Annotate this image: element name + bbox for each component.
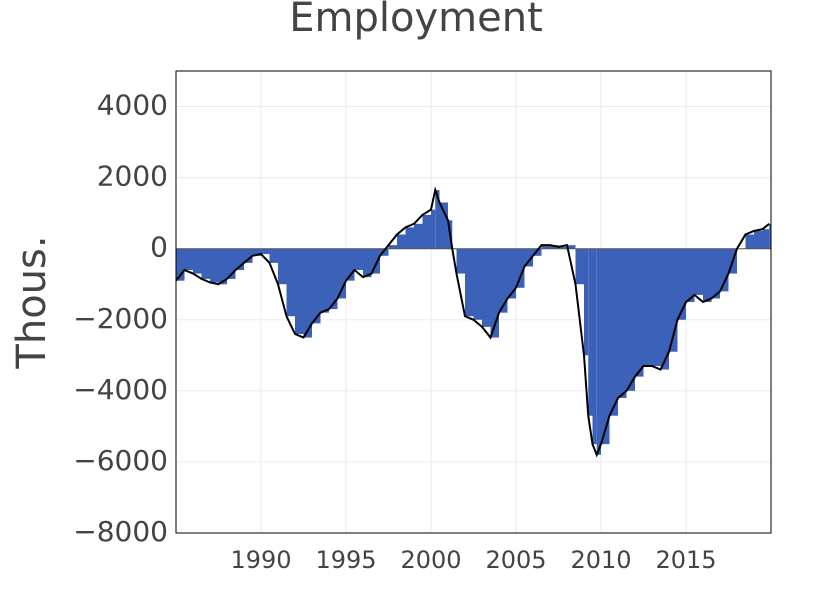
bar: [337, 248, 346, 299]
bar: [754, 230, 763, 249]
y-tick-label: −2000: [73, 302, 168, 335]
bar: [524, 248, 533, 267]
y-tick-label: 4000: [97, 89, 168, 122]
bar: [669, 248, 678, 352]
bar: [499, 248, 508, 313]
y-tick-label: 2000: [97, 160, 168, 193]
bar: [269, 248, 278, 263]
plot-frame: [175, 70, 772, 534]
bar: [363, 248, 372, 278]
y-tick-label: −6000: [73, 444, 168, 477]
bar: [261, 248, 270, 255]
bar: [456, 248, 465, 274]
chart-title: Employment: [289, 0, 543, 41]
bar: [588, 248, 593, 416]
bar: [303, 248, 312, 338]
bar: [371, 248, 380, 274]
bar: [405, 227, 414, 249]
y-tick-label: 0: [150, 231, 168, 264]
bar: [380, 248, 389, 256]
bar: [762, 229, 770, 249]
x-tick-label: 2010: [570, 546, 631, 574]
bar: [227, 248, 236, 279]
bar: [252, 248, 261, 256]
bar: [533, 248, 542, 256]
bar: [703, 248, 712, 302]
bar: [210, 248, 219, 283]
bar: [465, 248, 474, 317]
bar: [184, 248, 193, 271]
bar: [660, 248, 669, 370]
bar: [346, 248, 355, 281]
bar: [482, 248, 491, 327]
bar: [176, 248, 185, 281]
bar: [516, 248, 525, 288]
bar: [694, 248, 703, 295]
bar: [541, 245, 550, 249]
bar: [414, 223, 423, 249]
bar: [435, 190, 440, 249]
bar: [720, 248, 729, 292]
x-tick-label: 1995: [315, 546, 376, 574]
bar: [320, 248, 329, 313]
bar: [201, 248, 210, 279]
y-tick-label: −4000: [73, 373, 168, 406]
bar: [618, 248, 627, 398]
bar: [286, 248, 295, 317]
bar: [592, 248, 597, 445]
bar: [354, 248, 363, 271]
bar: [439, 202, 448, 249]
bar: [745, 234, 754, 249]
bar: [711, 248, 720, 299]
bar: [558, 246, 567, 249]
bar: [397, 234, 406, 249]
bar: [193, 248, 202, 274]
x-tick-label: 2000: [400, 546, 461, 574]
bar: [312, 248, 321, 324]
bar: [235, 248, 244, 271]
bar: [431, 209, 436, 249]
bar: [388, 245, 397, 249]
x-tick-label: 2015: [655, 546, 716, 574]
bar: [567, 245, 576, 249]
bar: [635, 248, 644, 377]
x-tick-label: 2005: [485, 546, 546, 574]
bar: [652, 248, 661, 366]
bar: [278, 248, 287, 285]
bar: [507, 248, 516, 299]
bar: [490, 248, 499, 338]
bar: [596, 248, 601, 455]
bar: [244, 248, 253, 263]
bar: [643, 248, 652, 366]
x-tick-label: 1990: [230, 546, 291, 574]
bar: [473, 248, 482, 320]
bar: [609, 248, 618, 416]
bar: [626, 248, 635, 391]
bar: [601, 248, 610, 445]
bar: [769, 223, 771, 249]
y-axis-label: Thous.: [9, 235, 55, 369]
bar: [677, 248, 686, 320]
y-tick-label: −8000: [73, 515, 168, 548]
bar: [295, 248, 304, 334]
bar: [218, 248, 227, 285]
bar: [686, 248, 695, 302]
bar: [575, 248, 584, 285]
series-line: [175, 186, 770, 458]
bar: [329, 248, 338, 310]
bar: [422, 214, 431, 249]
bar: [584, 248, 589, 356]
